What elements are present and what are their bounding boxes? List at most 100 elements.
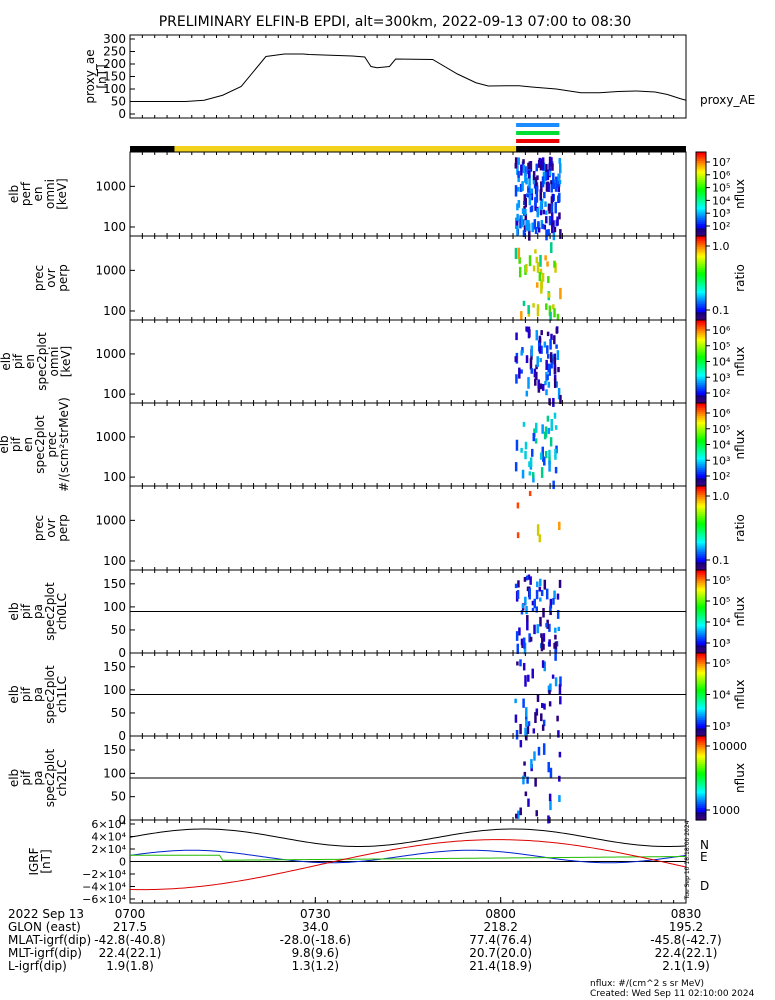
elb-pif-prec-colorbar-tick-label: 10⁶: [712, 407, 731, 420]
elb-perp-omni-colorbar-cell: [696, 204, 706, 208]
prec-ovr-perp-colorbar-cell: [696, 263, 706, 266]
elb-pif-prec-pixel: [534, 438, 538, 444]
pa-ch0lc-colorbar-cell: [696, 603, 706, 606]
elb-pif-prec-ylabel: en: [21, 437, 35, 452]
prec-ovr-perp-colorbar-label: ratio: [733, 264, 747, 292]
prec-ovr-perp-pixel: [539, 268, 543, 275]
pa-ch2lc-colorbar-cell: [696, 799, 706, 802]
pa-ch1lc-colorbar-cell: [696, 669, 706, 673]
pa-ch0lc-colorbar-cell: [696, 590, 706, 594]
prec-ovr-perp-2-colorbar-cell: [696, 542, 706, 546]
pa-ch0lc-colorbar-cell: [696, 640, 706, 644]
prec-ovr-perp-colorbar-cell: [696, 282, 706, 285]
pa-ch1lc-pixel: [556, 715, 559, 722]
elb-perp-omni-pixel: [556, 216, 559, 226]
elb-pif-omni-pixel: [533, 368, 537, 378]
prec-ovr-perp-pixel: [532, 303, 535, 308]
pa-ch2lc-colorbar-cell: [696, 769, 706, 773]
elb-pif-omni-pixel: [537, 379, 540, 389]
pa-ch2lc-colorbar-cell: [696, 740, 706, 743]
pa-ch2lc-colorbar-tick-label: 10000: [712, 740, 747, 753]
elb-pif-omni-pixel: [518, 367, 521, 379]
prec-ovr-perp-colorbar-cell: [696, 271, 706, 275]
pa-ch1lc-colorbar-cell: [696, 729, 706, 733]
elb-perp-omni-pixel: [544, 201, 547, 207]
elb-perp-omni-colorbar-cell: [696, 166, 706, 170]
pa-ch2lc-pixel: [558, 751, 562, 758]
elb-pif-omni-pixel: [527, 326, 531, 339]
elb-pif-omni-colorbar-cell: [696, 392, 706, 396]
elb-pif-omni-colorbar-cell: [696, 359, 706, 363]
pa-ch1lc-pixel: [516, 661, 519, 666]
pa-ch1lc-pixel: [542, 719, 546, 727]
elb-pif-omni-pixel: [553, 367, 557, 374]
elb-perp-omni-pixel: [517, 170, 520, 178]
ephemeris-strip-segment: [174, 146, 517, 152]
prec-ovr-perp-colorbar-cell: [696, 273, 706, 277]
elb-pif-prec-ylabel: elb: [0, 435, 11, 453]
prec-ovr-perp-pixel: [553, 260, 556, 268]
elb-pif-omni-pixel: [529, 358, 533, 370]
elb-pif-prec-colorbar-cell: [696, 465, 706, 468]
x-tick-label: 0730: [300, 907, 331, 921]
elb-pif-omni-pixel: [545, 359, 548, 370]
ephemeris-value: -45.8(-42.7): [650, 933, 721, 947]
pa-ch1lc-pixel: [527, 721, 531, 727]
pa-ch0lc-colorbar-cell: [696, 586, 706, 590]
elb-perp-omni-pixel: [516, 225, 519, 237]
pa-ch0lc-pixel: [528, 588, 531, 600]
prec-ovr-perp-ylabel: prec: [32, 265, 46, 291]
elb-perp-omni-colorbar-cell: [696, 223, 706, 227]
pa-ch2lc-pixel: [519, 807, 522, 816]
pa-ch0lc-colorbar-cell: [696, 648, 706, 652]
pa-ch2lc-colorbar-cell: [696, 765, 706, 769]
pa-ch0lc-colorbar-cell: [696, 574, 706, 577]
elb-perp-omni-pixel: [516, 203, 519, 211]
pa-ch0lc-pixel: [535, 589, 539, 600]
pa-ch0lc-pixel: [536, 624, 539, 634]
pa-ch0lc-colorbar-cell: [696, 650, 706, 654]
elb-perp-omni-colorbar-cell: [696, 200, 706, 203]
elb-pif-omni-pixel: [530, 345, 534, 357]
elb-perp-omni-pixel: [532, 170, 536, 181]
pa-ch0lc-colorbar-cell: [696, 632, 706, 635]
elb-pif-omni-pixel: [540, 330, 543, 336]
elb-perp-omni-pixel: [525, 219, 528, 231]
pa-ch0lc-pixel: [553, 590, 556, 600]
prec-ovr-perp-2-colorbar-cell: [696, 515, 706, 519]
pa-ch1lc-colorbar-cell: [696, 667, 706, 671]
prec-ovr-perp-colorbar-cell: [696, 280, 706, 283]
prec-ovr-perp-2-pixel: [528, 490, 532, 497]
elb-pif-prec-colorbar-cell: [696, 448, 706, 452]
elb-perp-omni-pixel: [558, 179, 562, 185]
pa-ch2lc-colorbar-cell: [696, 780, 706, 783]
elb-pif-omni-colorbar-cell: [696, 380, 706, 383]
prec-ovr-perp-pixel: [550, 242, 553, 254]
ephemeris-value: 34.0: [302, 920, 329, 934]
elb-perp-omni-pixel: [558, 163, 562, 174]
elb-pif-omni-frame: [129, 319, 687, 404]
elb-pif-omni-pixel: [544, 380, 547, 386]
elb-perp-omni-pixel: [537, 227, 541, 233]
pa-ch2lc-colorbar-cell: [696, 767, 706, 771]
elb-perp-omni-colorbar-cell: [696, 210, 706, 214]
elb-pif-omni-colorbar-cell: [696, 346, 706, 350]
elb-perp-omni-pixel: [514, 157, 518, 165]
elb-perp-omni-pixel: [523, 194, 527, 202]
elb-pif-prec-pixel: [550, 418, 553, 431]
pa-ch0lc-pixel: [515, 631, 519, 641]
elb-perp-omni-colorbar-cell: [696, 233, 706, 237]
prec-ovr-perp-colorbar-cell: [696, 303, 706, 306]
pa-ch2lc-pixel: [515, 813, 518, 819]
pa-ch0lc-pixel: [525, 606, 528, 615]
pa-ch0lc-colorbar-cell: [696, 644, 706, 648]
proxy-ae-ytick-label: 300: [103, 32, 126, 46]
elb-pif-prec-colorbar-cell: [696, 454, 706, 458]
pa-ch1lc-ytick-label: 100: [103, 683, 126, 697]
elb-perp-omni-pixel: [520, 218, 524, 228]
pa-ch1lc-ytick-label: 50: [111, 706, 126, 720]
pa-ch0lc-pixel: [549, 598, 553, 609]
elb-perp-omni-pixel: [532, 179, 536, 185]
prec-ovr-perp-colorbar-cell: [696, 294, 706, 298]
